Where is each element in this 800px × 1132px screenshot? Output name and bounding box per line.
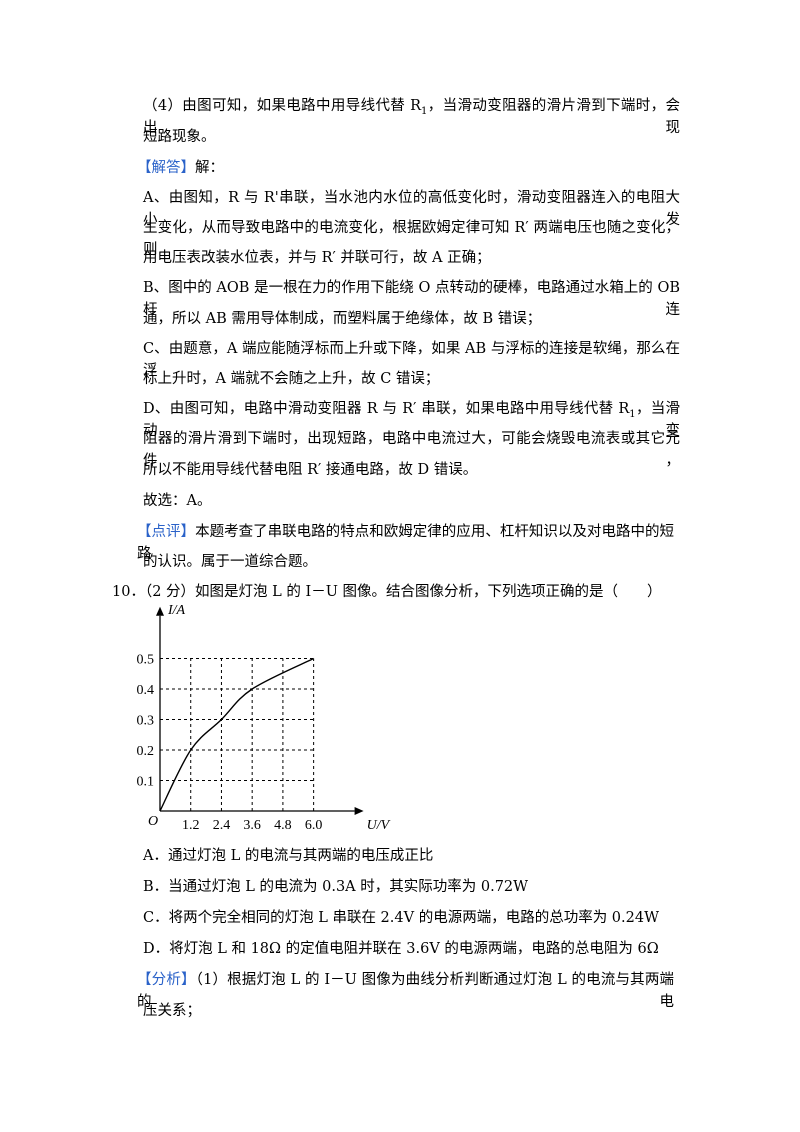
text-run: 生变化，从而导致电路中的电流变化，根据欧姆定律可知 R′ 两端电压也随之变化，则 — [143, 220, 680, 258]
text-line: 【分析】（1）根据灯泡 L 的 I－U 图像为曲线分析判断通过灯泡 L 的电流与… — [137, 969, 674, 1013]
text-line: （4）由图可知，如果电路中用导线代替 R1，当滑动变阻器的滑片滑到下端时，会出现 — [143, 95, 680, 139]
text-run: D、由图可知，电路中滑动变阻器 R 与 R′ 串联，如果电路中用导线代替 R — [143, 401, 630, 417]
text-run: A、由图知，R 与 R'串联，当水池内水位的高低变化时，滑动变阻器连入的电阻大小… — [143, 190, 680, 228]
text-run: B、图中的 AOB 是一根在力的作用下能绕 O 点转动的硬棒，电路通过水箱上的 … — [143, 280, 680, 318]
text-run: A．通过灯泡 L 的电流与其两端的电压成正比 — [143, 848, 434, 864]
x-tick-label: 1.2 — [182, 818, 200, 833]
text-line: 用电压表改装水位表，并与 R′ 并联可行，故 A 正确； — [143, 247, 491, 269]
chart: 1.2 2.4 3.6 4.8 6.0 0.1 0.2 0.3 0.4 0.5 O U/V I/A — [137, 603, 391, 833]
text-line: A、由图知，R 与 R'串联，当水池内水位的高低变化时，滑动变阻器连入的电阻大小… — [143, 187, 680, 231]
text-run: 压关系； — [143, 1003, 201, 1019]
text-run: 用电压表改装水位表，并与 R′ 并联可行，故 A 正确； — [143, 250, 491, 266]
x-tick-label: 2.4 — [213, 818, 231, 833]
text-run: 【分析】 — [137, 972, 196, 988]
y-tick-label: 0.2 — [137, 744, 155, 759]
text-run: （1）根据灯泡 L 的 I－U 图像为曲线分析判断通过灯泡 L 的电流与其两端的… — [137, 972, 674, 1010]
y-tick-label: 0.1 — [137, 775, 155, 790]
text-line: 故选：A。 — [143, 490, 211, 512]
text-line: 阻器的滑片滑到下端时，出现短路，电路中电流过大，可能会烧毁电流表或其它元件， — [143, 428, 680, 472]
text-line: 【解答】解： — [137, 157, 224, 179]
text-run: 10．（2 分）如图是灯泡 L 的 I－U 图像。结合图像分析，下列选项正确的是… — [112, 584, 662, 600]
text-run: 短路现象。 — [143, 129, 216, 145]
text-run: 所以不能用导线代替电阻 R′ 接通电路，故 D 错误。 — [143, 462, 478, 478]
text-line: B、图中的 AOB 是一根在力的作用下能绕 O 点转动的硬棒，电路通过水箱上的 … — [143, 277, 680, 321]
curve — [159, 657, 314, 812]
text-run: 1 — [629, 408, 636, 420]
text-run: 通，所以 AB 需用导体制成，而塑料属于绝缘体，故 B 错误； — [143, 311, 542, 327]
text-line: C．将两个完全相同的灯泡 L 串联在 2.4V 的电源两端，电路的总功率为 0.… — [143, 907, 659, 929]
text-run: 1 — [421, 105, 428, 117]
x-axis-arrow — [354, 807, 364, 815]
text-line: 生变化，从而导致电路中的电流变化，根据欧姆定律可知 R′ 两端电压也随之变化，则 — [143, 217, 680, 261]
text-run: 阻器的滑片滑到下端时，出现短路，电路中电流过大，可能会烧毁电流表或其它元件， — [143, 431, 680, 469]
y-tick-label: 0.3 — [137, 714, 155, 729]
text-line: D、由图可知，电路中滑动变阻器 R 与 R′ 串联，如果电路中用导线代替 R1，… — [143, 398, 680, 442]
text-run: C、由题意，A 端应能随浮标而上升或下降，如果 AB 与浮标的连接是软绳，那么在… — [143, 341, 680, 379]
text-line: 的认识。属于一道综合题。 — [143, 551, 317, 573]
text-run: 解： — [195, 160, 224, 176]
y-tick-label: 0.5 — [137, 653, 155, 668]
text-line: B．当通过灯泡 L 的电流为 0.3A 时，其实际功率为 0.72W — [143, 876, 528, 898]
text-run: 本题考查了串联电路的特点和欧姆定律的应用、杠杆知识以及对电路中的短路 — [137, 524, 675, 562]
text-line: C、由题意，A 端应能随浮标而上升或下降，如果 AB 与浮标的连接是软绳，那么在… — [143, 338, 680, 382]
y-axis-arrow — [156, 606, 164, 616]
text-line: 【点评】本题考查了串联电路的特点和欧姆定律的应用、杠杆知识以及对电路中的短路 — [137, 521, 674, 565]
text-run: 标上升时，A 端就不会随之上升，故 C 错误； — [143, 371, 440, 387]
x-tick-label: 6.0 — [305, 818, 323, 833]
text-line: 标上升时，A 端就不会随之上升，故 C 错误； — [143, 368, 439, 390]
text-run: （4）由图可知，如果电路中用导线代替 R — [143, 98, 422, 114]
text-run: ，当滑动变 — [143, 401, 680, 439]
x-tick-label: 4.8 — [274, 818, 292, 833]
text-line: 短路现象。 — [143, 126, 216, 148]
text-line: 压关系； — [143, 1000, 201, 1022]
text-run: 【解答】 — [137, 160, 195, 176]
text-run: B．当通过灯泡 L 的电流为 0.3A 时，其实际功率为 0.72W — [143, 879, 529, 895]
text-line: 所以不能用导线代替电阻 R′ 接通电路，故 D 错误。 — [143, 459, 477, 481]
text-run: ，当滑动变阻器的滑片滑到下端时，会出现 — [143, 98, 680, 136]
text-line: D．将灯泡 L 和 18Ω 的定值电阻并联在 3.6V 的电源两端，电路的总电阻… — [143, 938, 659, 960]
y-tick-label: 0.4 — [137, 683, 155, 698]
text-run: 的认识。属于一道综合题。 — [143, 554, 317, 570]
y-axis-label: I/A — [167, 603, 186, 618]
text-line: 通，所以 AB 需用导体制成，而塑料属于绝缘体，故 B 错误； — [143, 308, 541, 330]
x-tick-label: 3.6 — [243, 818, 261, 833]
x-axis-label: U/V — [367, 818, 391, 833]
text-line: A．通过灯泡 L 的电流与其两端的电压成正比 — [143, 845, 433, 867]
text-run: 【点评】 — [137, 524, 196, 540]
text-run: C．将两个完全相同的灯泡 L 串联在 2.4V 的电源两端，电路的总功率为 0.… — [143, 910, 659, 926]
text-line: 10．（2 分）如图是灯泡 L 的 I－U 图像。结合图像分析，下列选项正确的是… — [112, 581, 662, 603]
origin-label: O — [148, 814, 158, 829]
text-run: D．将灯泡 L 和 18Ω 的定值电阻并联在 3.6V 的电源两端，电路的总电阻… — [143, 941, 659, 957]
text-run: 故选：A。 — [143, 493, 212, 509]
